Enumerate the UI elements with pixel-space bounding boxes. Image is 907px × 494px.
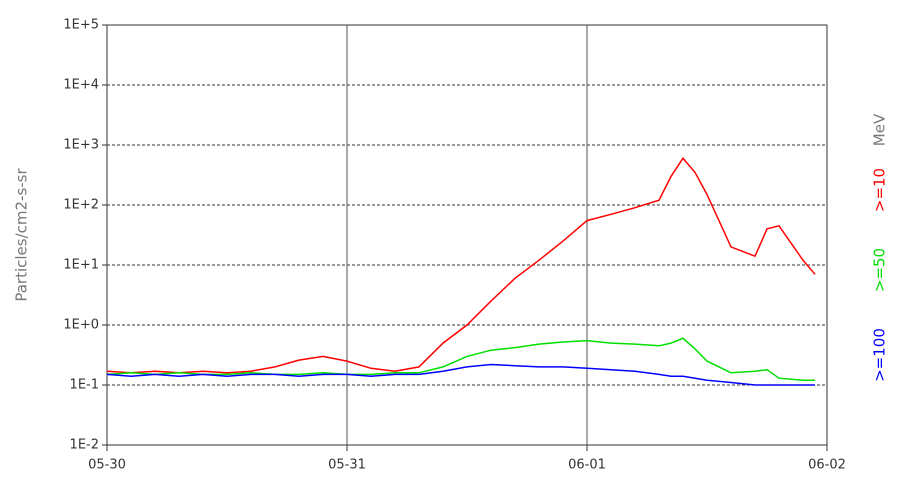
legend-label: >=100: [871, 328, 889, 382]
series-line: [106, 363, 815, 386]
y-tick-label: 1E+2: [63, 198, 99, 213]
y-tick-label: 1E-1: [70, 378, 99, 393]
legend-unit: MeV: [871, 113, 889, 146]
x-tick-label: 06-01: [568, 458, 606, 473]
x-tick-label: 05-31: [328, 458, 366, 473]
y-axis-label: Particles/cm2-s-sr: [13, 168, 31, 302]
y-tick-label: 1E+4: [63, 78, 99, 93]
series-line: [106, 157, 816, 374]
y-tick-label: 1E+0: [63, 318, 99, 333]
y-tick-label: 1E+3: [63, 138, 99, 153]
y-tick-label: 1E-2: [70, 438, 99, 453]
x-tick-label: 06-02: [808, 458, 846, 473]
legend-label: >=50: [871, 248, 889, 292]
series-line: [106, 337, 815, 381]
y-tick-label: 1E+1: [63, 258, 99, 273]
y-tick-label: 1E+5: [63, 18, 99, 33]
x-tick-label: 05-30: [88, 458, 126, 473]
legend-label: >=10: [871, 168, 889, 212]
